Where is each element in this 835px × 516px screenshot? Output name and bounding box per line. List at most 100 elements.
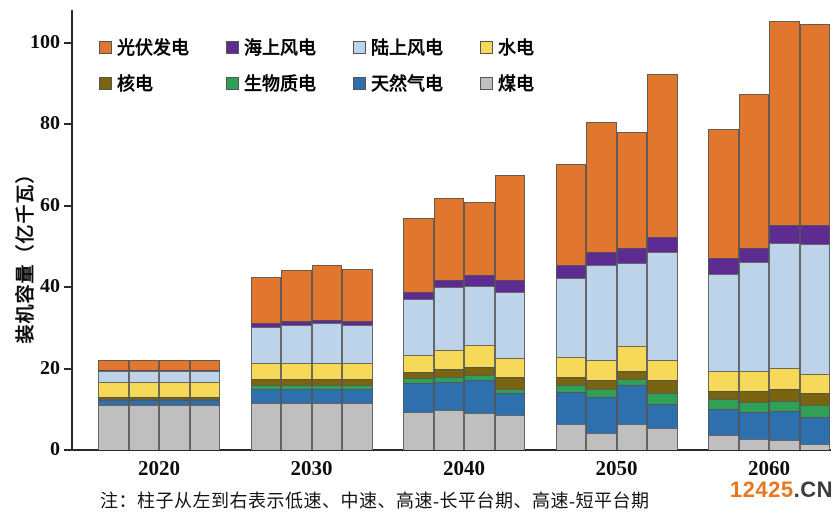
bar-segment (189, 400, 220, 406)
bar-segment (708, 435, 739, 450)
bar-segment (159, 382, 190, 398)
bar-segment (586, 360, 617, 381)
bar-segment (128, 405, 159, 450)
stacked-bar (586, 122, 617, 450)
bar-segment (738, 94, 769, 249)
bar-segment (159, 399, 190, 401)
bar-segment (616, 131, 647, 248)
bar-segment (799, 443, 830, 450)
bar-segment (464, 367, 495, 376)
bar-segment (616, 346, 647, 371)
stacked-bar (494, 174, 525, 450)
bar-segment (464, 285, 495, 346)
bar-segment (769, 389, 800, 402)
bar-segment (159, 369, 190, 371)
bar-segment (311, 363, 342, 379)
bar-segment (494, 376, 525, 389)
bar-segment (555, 391, 586, 425)
bar-segment (738, 401, 769, 412)
bar-segment (708, 128, 739, 258)
legend-label: 水电 (498, 38, 534, 58)
bar-segment (128, 397, 159, 400)
stacked-bar (189, 359, 220, 450)
bar-segment (494, 393, 525, 415)
bar-segment (464, 380, 495, 414)
bar-segment (433, 368, 464, 377)
stacked-bar (464, 202, 495, 450)
bar-segment (433, 286, 464, 351)
stacked-bar (647, 73, 678, 450)
stacked-bar (555, 163, 586, 450)
bar-segment (250, 388, 281, 404)
bar-segment (281, 321, 312, 325)
bar-segment (403, 355, 434, 372)
bar-group-2020 (98, 0, 220, 450)
y-tick-label: 40 (40, 275, 60, 298)
watermark: 12425.CN (730, 477, 833, 503)
bar-segment (433, 376, 464, 382)
bar-segment (769, 21, 800, 225)
bar-segment (128, 400, 159, 406)
bar-segment (250, 363, 281, 379)
watermark-suffix: .CN (793, 477, 833, 502)
bar-segment (403, 378, 434, 384)
y-tick (64, 367, 71, 370)
legend-item: 水电 (480, 36, 584, 58)
y-tick-label: 0 (50, 438, 60, 460)
bar-segment (586, 251, 617, 266)
legend-label: 光伏发电 (117, 38, 189, 58)
bar-segment (159, 359, 190, 370)
bar-segment (769, 411, 800, 440)
bar-segment (738, 371, 769, 392)
bar-segment (494, 388, 525, 394)
y-tick (64, 286, 71, 289)
bar-segment (250, 323, 281, 327)
bar-segment (433, 197, 464, 281)
bar-segment (342, 378, 373, 385)
stacked-bar (403, 218, 434, 450)
bar-segment (769, 401, 800, 412)
bar-segment (403, 218, 434, 293)
bar-segment (494, 291, 525, 359)
bar-segment (311, 384, 342, 389)
bar-segment (311, 319, 342, 324)
y-axis-title: 装机容量（亿千瓦） (15, 163, 37, 344)
bar-segment (98, 399, 129, 401)
bar-segment (98, 400, 129, 406)
stacked-bar (98, 359, 129, 450)
bar-segment (769, 242, 800, 368)
y-tick (64, 123, 71, 126)
legend-swatch-icon (226, 76, 239, 90)
bar-segment (799, 393, 830, 406)
bar-segment (189, 359, 220, 370)
bar-segment (708, 274, 739, 372)
bar-segment (799, 243, 830, 374)
bar-segment (189, 399, 220, 401)
bar-segment (708, 371, 739, 392)
stacked-bar (281, 270, 312, 450)
bar-segment (708, 399, 739, 409)
bar-segment (647, 360, 678, 381)
x-tick-label: 2020 (138, 456, 180, 480)
bar-segment (128, 399, 159, 401)
bar-segment (464, 375, 495, 381)
bar-segment (799, 417, 830, 444)
bar-segment (342, 384, 373, 389)
bar-segment (708, 391, 739, 400)
bar-segment (769, 367, 800, 390)
bar-segment (189, 382, 220, 398)
stacked-bar (799, 23, 830, 450)
bar-segment (586, 265, 617, 361)
bar-segment (98, 382, 129, 398)
bar-segment (586, 380, 617, 389)
watermark-number: 12425 (729, 477, 794, 502)
bar-segment (342, 388, 373, 404)
bar-segment (586, 122, 617, 252)
y-tick-label: 100 (30, 31, 60, 53)
legend-swatch-icon (480, 76, 493, 90)
bar-segment (586, 433, 617, 450)
legend-label: 核电 (117, 74, 153, 94)
stacked-bar (342, 269, 373, 450)
bar-segment (708, 257, 739, 275)
bar-segment (433, 350, 464, 369)
